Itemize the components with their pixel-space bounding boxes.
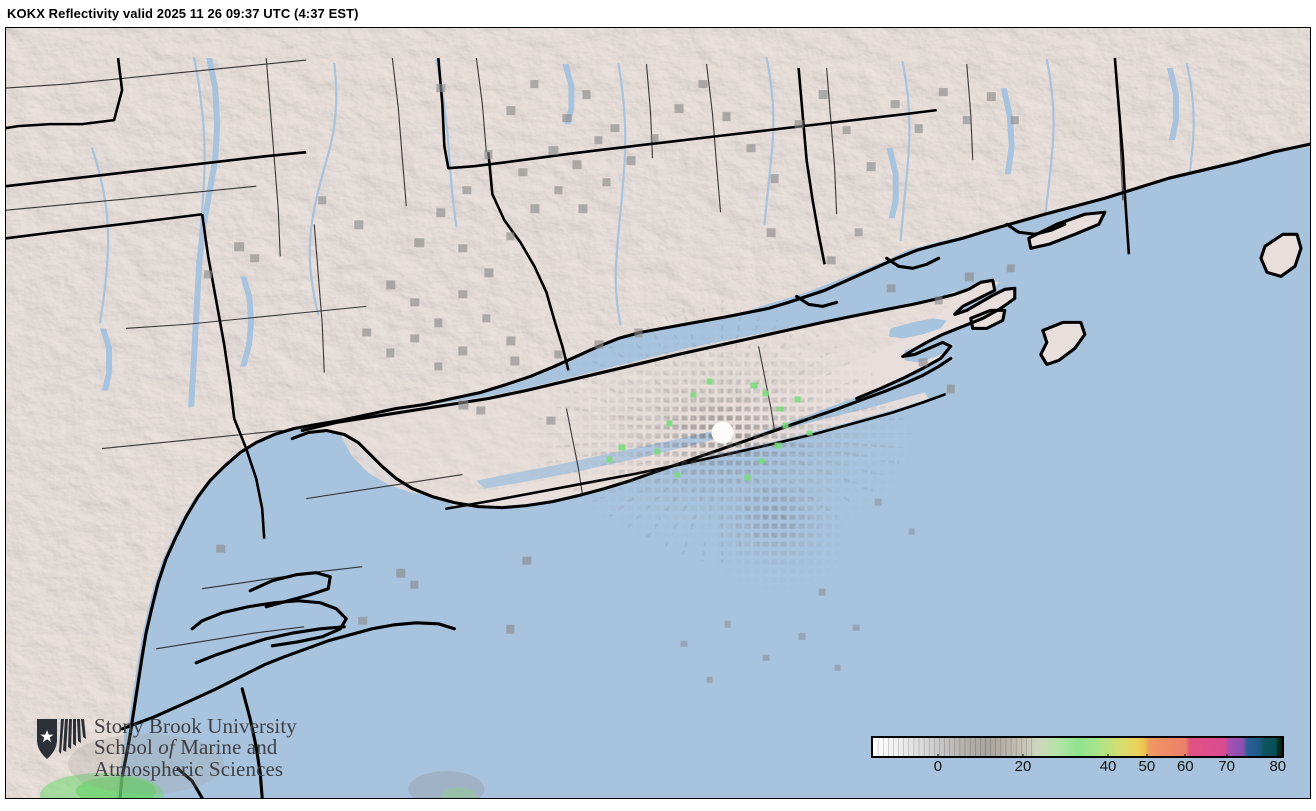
colorbar-tick-label: 60	[1176, 758, 1194, 775]
title-bar: KOKX Reflectivity valid 2025 11 26 09:37…	[0, 0, 1316, 27]
offshore-clutter-plume	[680, 484, 915, 683]
colorbar-ticks: 0 20 40 50 60 70 80	[871, 754, 1291, 782]
map-canvas[interactable]	[5, 27, 1311, 799]
radar-echo-layer	[40, 80, 1019, 798]
colorbar-tick-label: 20	[1014, 758, 1032, 775]
colorbar-gradient	[873, 738, 1282, 756]
page-title: KOKX Reflectivity valid 2025 11 26 09:37…	[7, 6, 359, 21]
map-svg	[6, 28, 1310, 798]
colorbar-tick-label: 40	[1099, 758, 1117, 775]
colorbar-tickmark	[1022, 754, 1024, 758]
colorbar-tickmark	[1107, 754, 1109, 758]
colorbar-tickmark	[937, 754, 939, 758]
colorbar-tick-label: 0	[933, 758, 943, 775]
colorbar-tick-label: 70	[1218, 758, 1235, 775]
green-echo-cell	[40, 733, 485, 798]
colorbar-tickmark	[1184, 754, 1186, 758]
reflectivity-colorbar[interactable]	[871, 736, 1284, 760]
offshore-islands-layer	[970, 212, 1301, 365]
colorbar-tick-label: 80	[1269, 758, 1287, 775]
radar-clutter-rosette	[522, 300, 923, 563]
scattered-ground-clutter	[204, 80, 1019, 634]
colorbar-tickmark	[1277, 754, 1279, 758]
state-boundaries-layer	[6, 57, 1131, 539]
colorbar-tick-label: 50	[1138, 758, 1156, 775]
colorbar-box	[871, 736, 1284, 758]
colorbar-tickmark	[1226, 754, 1228, 758]
colorbar-tickmark	[1146, 754, 1148, 758]
